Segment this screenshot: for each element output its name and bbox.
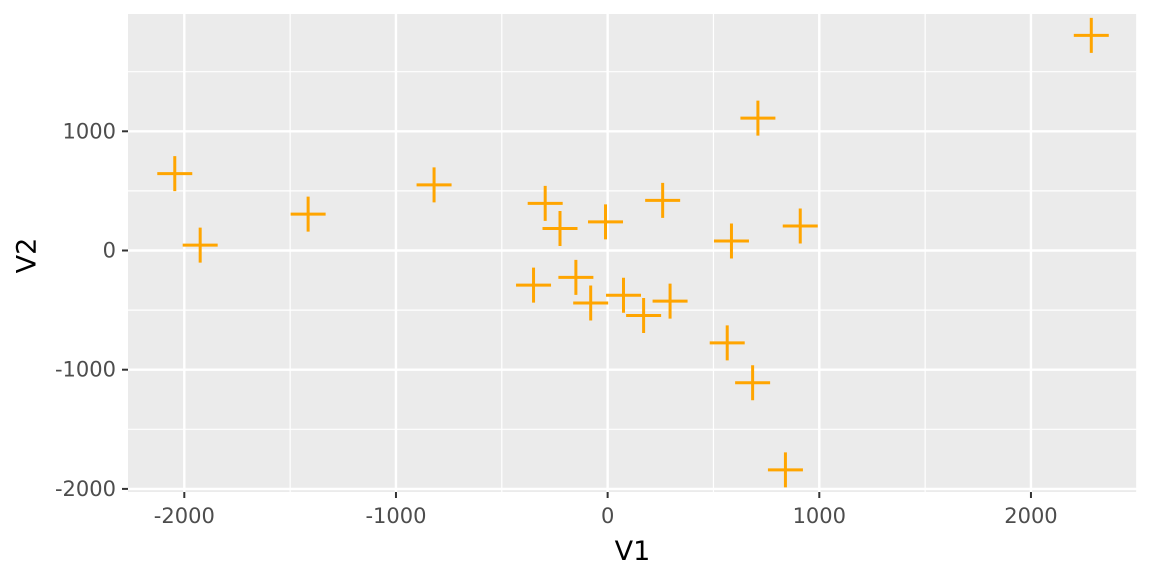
data-point	[527, 185, 563, 221]
data-point	[416, 167, 452, 203]
data-point	[645, 182, 681, 218]
data-point	[782, 208, 818, 244]
data-point	[606, 277, 642, 313]
data-point	[767, 452, 803, 488]
x-axis-tick-label: 0	[601, 504, 614, 528]
y-axis-tick-label: -1000	[55, 358, 116, 382]
data-point	[558, 259, 594, 295]
data-point	[626, 297, 662, 333]
y-axis-tick-label: -2000	[55, 477, 116, 501]
x-axis-tick-label: 2000	[1004, 504, 1057, 528]
data-point	[588, 204, 624, 240]
x-axis-tick-label: 1000	[793, 504, 846, 528]
y-axis-tick-label: 1000	[63, 119, 116, 143]
data-point	[573, 285, 609, 321]
data-point	[713, 223, 749, 259]
x-axis-title: V1	[614, 536, 651, 567]
data-point	[516, 267, 552, 303]
data-point	[182, 227, 218, 263]
x-axis-tick-label: -2000	[154, 504, 215, 528]
data-point	[735, 365, 771, 401]
data-point	[652, 283, 688, 319]
data-point	[709, 325, 745, 361]
y-axis-tick-label: 0	[103, 238, 116, 262]
data-point	[157, 156, 193, 192]
data-point	[740, 100, 776, 136]
plot-panel	[128, 14, 1137, 492]
data-point	[290, 196, 326, 232]
data-point	[1073, 17, 1109, 53]
data-point	[542, 210, 578, 246]
y-axis-title: V2	[11, 237, 43, 274]
x-axis-tick-label: -1000	[365, 504, 426, 528]
